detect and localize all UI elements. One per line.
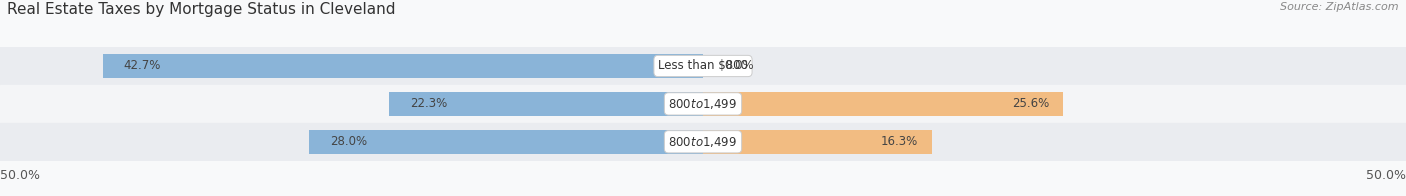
Text: 22.3%: 22.3% [411, 97, 447, 110]
Text: 25.6%: 25.6% [1012, 97, 1049, 110]
Bar [389, 92, 703, 116]
Bar [309, 130, 703, 153]
Bar [703, 130, 932, 153]
Text: $800 to $1,499: $800 to $1,499 [668, 97, 738, 111]
Bar [0, 85, 1406, 123]
Bar [703, 92, 1063, 116]
Bar [0, 47, 1406, 85]
Text: 50.0%: 50.0% [1367, 169, 1406, 181]
Text: 42.7%: 42.7% [124, 60, 162, 73]
Text: 0.0%: 0.0% [724, 60, 754, 73]
Bar [103, 54, 703, 78]
Text: 50.0%: 50.0% [0, 169, 39, 181]
Text: Less than $800: Less than $800 [658, 60, 748, 73]
Bar [0, 123, 1406, 161]
Text: Source: ZipAtlas.com: Source: ZipAtlas.com [1281, 2, 1399, 12]
Text: $800 to $1,499: $800 to $1,499 [668, 135, 738, 149]
Text: 16.3%: 16.3% [882, 135, 918, 148]
Text: Real Estate Taxes by Mortgage Status in Cleveland: Real Estate Taxes by Mortgage Status in … [7, 2, 395, 17]
Text: 28.0%: 28.0% [330, 135, 367, 148]
